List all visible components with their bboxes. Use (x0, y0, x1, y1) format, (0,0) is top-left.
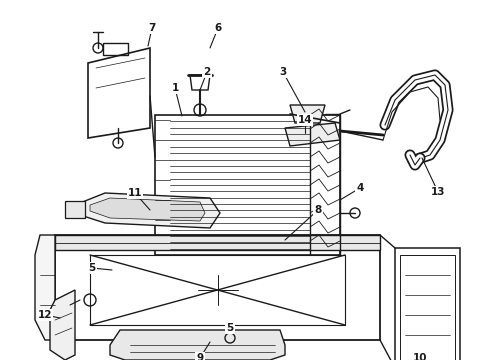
Text: 4: 4 (356, 183, 364, 193)
Polygon shape (65, 201, 85, 218)
Polygon shape (80, 193, 220, 228)
Bar (55, 235, 380, 340)
Bar (55, 235, 380, 250)
Polygon shape (290, 105, 325, 123)
Polygon shape (90, 198, 205, 221)
Bar (155, 115, 340, 255)
Text: 5: 5 (226, 323, 234, 333)
Polygon shape (285, 123, 340, 146)
Bar (400, 255, 455, 360)
Text: 8: 8 (315, 205, 321, 215)
Text: 2: 2 (203, 67, 211, 77)
Polygon shape (35, 235, 55, 340)
Text: 9: 9 (196, 353, 203, 360)
Polygon shape (88, 48, 150, 138)
Text: 7: 7 (148, 23, 156, 33)
Text: 6: 6 (215, 23, 221, 33)
Text: 13: 13 (431, 187, 445, 197)
Polygon shape (110, 330, 285, 360)
Text: 11: 11 (128, 188, 142, 198)
Polygon shape (50, 290, 75, 360)
Text: 12: 12 (38, 310, 52, 320)
Text: 14: 14 (298, 115, 312, 125)
Text: 10: 10 (413, 353, 427, 360)
Text: 5: 5 (88, 263, 96, 273)
Bar (103, 43, 128, 55)
Bar (395, 248, 460, 360)
Text: 1: 1 (172, 83, 179, 93)
Bar (90, 255, 345, 325)
Text: 3: 3 (279, 67, 287, 77)
